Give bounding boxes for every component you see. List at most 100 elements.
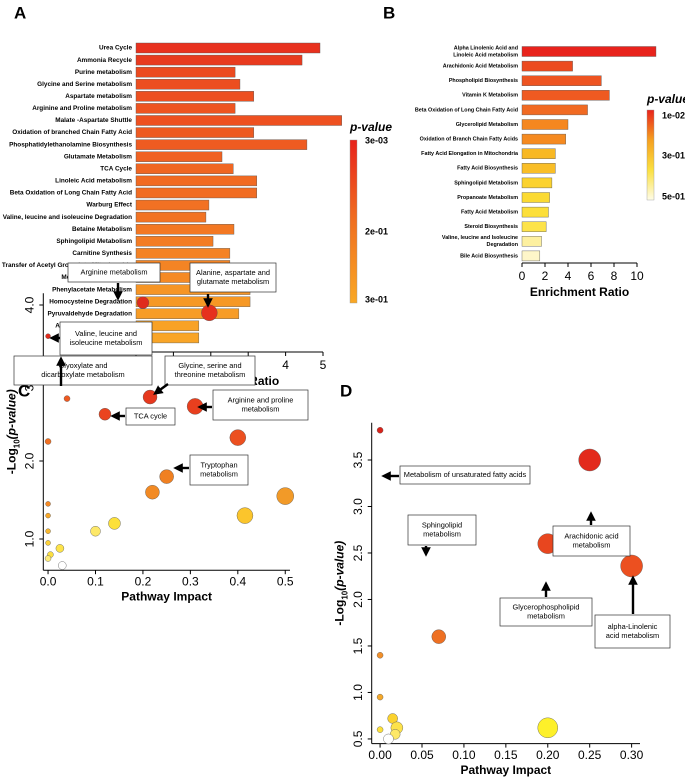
category-label: Glycerolipid Metabolism xyxy=(456,122,519,128)
annotation-text: Arginine metabolism xyxy=(81,267,148,276)
y-axis-label-part: 10 xyxy=(12,439,21,448)
bar xyxy=(135,139,308,150)
x-tick-label: 0.4 xyxy=(229,574,246,588)
bubble xyxy=(58,561,67,570)
annotation-text: dicarboxylate metabolism xyxy=(41,370,124,379)
bar xyxy=(135,175,258,187)
category-label: Urea Cycle xyxy=(99,45,132,52)
annotation-box xyxy=(125,407,176,426)
bar xyxy=(135,103,236,114)
y-tick-label: 1.0 xyxy=(351,684,365,701)
y-tick-label: 0.5 xyxy=(351,730,365,747)
category-label: Beta Oxidation of Long Chain Fatty Acid xyxy=(415,107,518,113)
annotation-text: metabolism xyxy=(527,611,565,620)
annotation-text: Glycine, serine and xyxy=(178,361,241,370)
category-label: Betaine Metabolism xyxy=(72,226,132,233)
annotation-text: Tryptophan xyxy=(200,460,237,469)
colorbar xyxy=(349,139,358,304)
bar xyxy=(135,115,342,126)
x-axis-label: Enrichment Ratio xyxy=(530,285,629,299)
bubble xyxy=(201,304,218,321)
y-axis-label: -Log10(p-value) xyxy=(333,541,349,626)
annotation-text: isoleucine metabolism xyxy=(70,338,143,347)
y-axis-label-part: (p-value) xyxy=(333,541,347,591)
bubble xyxy=(578,448,601,472)
x-tick-label: 5 xyxy=(320,358,327,372)
bubble xyxy=(376,427,384,434)
annotation-text: metabolism xyxy=(242,404,280,413)
bubble xyxy=(159,469,174,484)
x-tick-label: 0 xyxy=(519,269,526,283)
category-label: Arginine and Proline metabolism xyxy=(32,105,132,112)
colorbar-title: p-value xyxy=(646,92,685,106)
bubble xyxy=(376,652,384,659)
annotation-box xyxy=(212,389,309,421)
y-tick-label: 1.0 xyxy=(22,530,36,547)
bubble xyxy=(44,438,52,445)
category-label: Propanoate Metabolism xyxy=(457,195,518,201)
panel-letter: D xyxy=(340,381,352,400)
x-tick-label: 0.1 xyxy=(87,574,104,588)
bar xyxy=(135,91,255,102)
category-label: Pyruvaldehyde Degradation xyxy=(47,310,132,317)
bubble xyxy=(63,395,71,402)
bar xyxy=(521,119,569,130)
bubble xyxy=(98,408,112,421)
category-label: Fatty Acid Elongation in Mitochondria xyxy=(421,151,519,157)
bar xyxy=(135,151,223,162)
y-axis-label-part: (p-value) xyxy=(4,389,18,439)
colorbar-label: 3e-01 xyxy=(365,294,388,304)
colorbar-label: 3e-03 xyxy=(365,135,388,145)
annotation-text: Arachidonic acid xyxy=(564,531,618,540)
bar xyxy=(135,248,231,259)
annotation-box xyxy=(189,454,249,486)
bubble xyxy=(55,544,65,553)
bar xyxy=(521,60,573,72)
bubble xyxy=(45,528,51,534)
bubble xyxy=(45,540,51,546)
bubble xyxy=(45,512,51,519)
annotation-box xyxy=(189,262,277,293)
annotation-box xyxy=(164,355,256,386)
bar xyxy=(135,163,234,175)
y-axis-label-part: -Log xyxy=(333,600,347,626)
bubble xyxy=(376,693,384,701)
y-tick-label: 1.5 xyxy=(351,637,365,654)
bar xyxy=(135,79,241,90)
bubble xyxy=(431,629,446,644)
category-label: Warburg Effect xyxy=(86,202,132,209)
bubble xyxy=(276,487,294,505)
annotation-text: threonine metabolism xyxy=(175,370,246,379)
category-label: Sphingolipid Metabolism xyxy=(454,180,518,186)
category-label: Vitamin K Metabolism xyxy=(462,93,518,99)
colorbar-label: 1e-02 xyxy=(662,110,685,120)
category-label: Phenylacetate Metabolism xyxy=(52,286,132,293)
annotation-arrow xyxy=(153,383,169,395)
bubble xyxy=(108,517,121,530)
category-label: Valine, leucine and isoleucine Degradati… xyxy=(3,214,132,221)
bubble xyxy=(145,485,160,500)
bar xyxy=(521,221,547,232)
bar xyxy=(135,236,214,247)
annotation-text: metabolism xyxy=(573,540,611,549)
annotation-box xyxy=(399,465,531,485)
category-label: Homocysteine Degradation xyxy=(49,298,132,305)
annotation-box xyxy=(499,597,593,627)
annotation-text: Sphingolipid xyxy=(422,520,462,529)
bubble xyxy=(136,296,150,309)
annotation-text: Arginine and proline xyxy=(228,395,294,404)
bar xyxy=(521,206,549,218)
colorbar-title: p-value xyxy=(349,120,392,134)
annotation-text: Alanine, aspartate and xyxy=(196,268,270,277)
y-axis-label-part: 10 xyxy=(340,590,349,599)
category-label: Ammonia Recycle xyxy=(77,57,132,64)
category-label: Purine metabolism xyxy=(75,69,132,76)
y-axis-label-part: -Log xyxy=(4,448,18,474)
bar xyxy=(135,42,321,54)
bar xyxy=(521,192,550,203)
category-label: Linoleic Acid metabolism xyxy=(453,52,518,58)
annotation-text: glutamate metabolism xyxy=(197,277,269,286)
category-label: Malate -Aspartate Shuttle xyxy=(55,117,132,124)
bar xyxy=(521,104,588,116)
